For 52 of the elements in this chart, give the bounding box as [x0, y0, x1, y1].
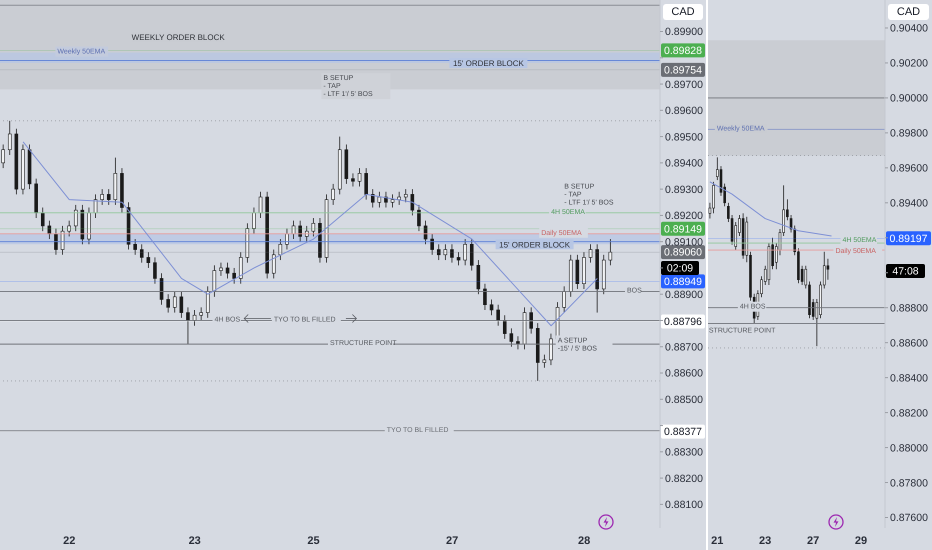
x-tick-label: 22	[63, 534, 76, 547]
y-tick-label: 0.90000	[890, 92, 928, 105]
ref-line-label: 0.89197	[890, 232, 928, 245]
x-tick-label: 29	[854, 534, 868, 547]
y-tick-label: 0.89500	[665, 131, 704, 144]
ref-line-label: 0.89754	[664, 64, 702, 76]
y-tick-label: 0.89400	[665, 158, 704, 170]
y-tick-label: 0.88600	[890, 337, 928, 350]
y-tick-label: 0.90200	[890, 58, 928, 70]
ref-line-label: 0.88377	[664, 426, 702, 438]
x-tick-label: 23	[188, 534, 201, 547]
y-tick-label: 0.88400	[890, 372, 928, 384]
band-label: 15' ORDER BLOCK	[452, 59, 524, 68]
annotation: 47:08	[892, 265, 919, 278]
y-tick-label: 0.88500	[665, 394, 704, 406]
y-tick-label: 0.89600	[665, 105, 704, 118]
y-tick-label: 0.88700	[665, 341, 704, 354]
y-tick-label: 0.88300	[665, 446, 704, 459]
x-tick-label: 23	[759, 534, 772, 547]
y-tick-label: 0.89400	[890, 198, 928, 210]
y-tick-label: 0.88900	[665, 288, 704, 301]
annotation: 02:09	[666, 262, 694, 274]
y-tick-label: 0.88000	[890, 442, 928, 454]
ref-line-label: 0.88949	[664, 276, 702, 288]
y-tick-label: 0.90400	[890, 22, 928, 35]
x-tick-label: 27	[806, 534, 820, 547]
x-tick-label: 28	[578, 534, 590, 547]
y-tick-label: 0.89800	[890, 128, 928, 140]
y-tick-label: 0.89900	[665, 26, 704, 38]
y-tick-label: 0.89700	[665, 78, 704, 91]
ref-line-label: 0.89060	[664, 246, 702, 259]
y-tick-label: 0.88800	[890, 302, 928, 314]
y-tick-label: 0.89200	[665, 210, 704, 222]
y-tick-label: 0.88600	[665, 368, 704, 380]
ref-line-label: 0.88796	[664, 316, 702, 328]
y-tick-label: 0.89100	[665, 236, 704, 248]
y-tick-label: 0.89600	[890, 162, 928, 175]
y-tick-label: 0.88100	[665, 499, 704, 512]
ref-line-label: 0.89149	[664, 223, 702, 236]
band-label: WEEKLY ORDER BLOCK	[132, 33, 226, 42]
x-tick-label: 27	[446, 534, 458, 547]
y-tick-label: 0.89300	[665, 184, 704, 196]
y-tick-label: 0.87800	[890, 477, 928, 490]
ref-line-label: 0.89828	[664, 44, 702, 57]
x-tick-label: 25	[307, 534, 320, 547]
y-tick-label: 0.87600	[890, 512, 928, 524]
y-tick-label: 0.88200	[665, 472, 704, 485]
y-axis-title: CAD	[888, 4, 929, 20]
y-tick-label: 0.88200	[890, 407, 928, 420]
y-axis-title: CAD	[663, 4, 703, 20]
x-tick-label: 21	[711, 534, 724, 547]
band-label: 15' ORDER BLOCK	[499, 240, 571, 250]
